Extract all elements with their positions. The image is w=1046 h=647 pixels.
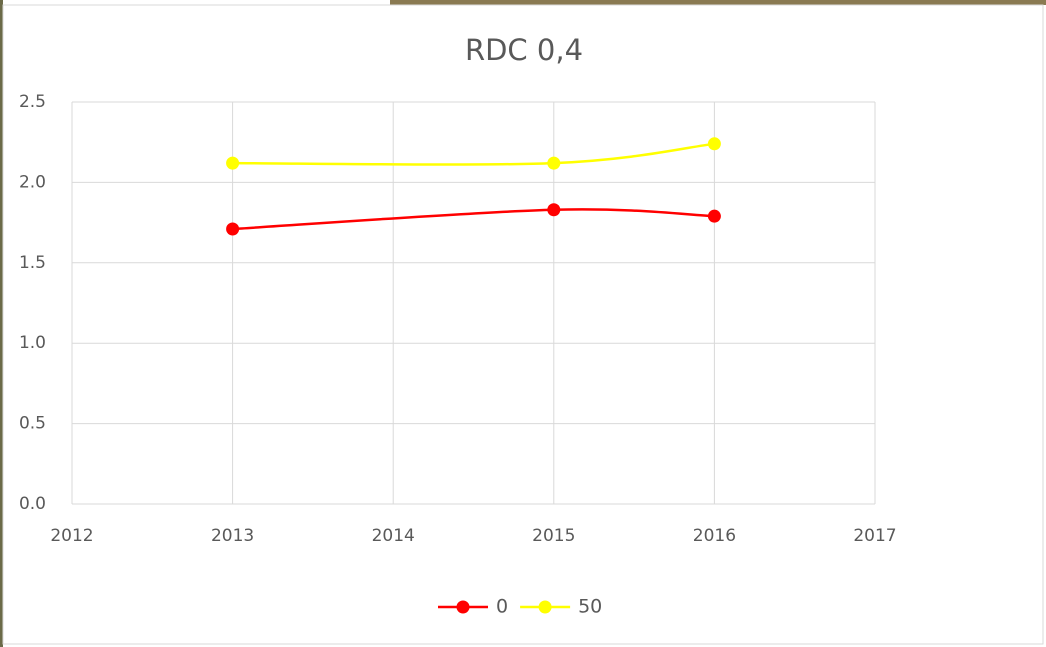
y-tick-label: 1.5 [19,253,46,273]
chart-area [3,5,1043,644]
chart-title: RDC 0,4 [465,33,583,67]
y-tick-label: 1.0 [19,333,46,353]
data-point [708,137,721,150]
x-tick-label: 2015 [532,526,575,546]
y-tick-label: 2.0 [19,172,46,192]
y-tick-label: 2.5 [19,92,46,112]
data-point [547,157,560,170]
legend-label: 0 [496,596,508,618]
x-tick-label: 2016 [693,526,736,546]
x-tick-label: 2013 [211,526,254,546]
x-tick-label: 2012 [50,526,93,546]
data-point [226,223,239,236]
legend-marker [539,601,552,614]
data-point [708,210,721,223]
y-tick-label: 0.5 [19,414,46,434]
x-tick-label: 2017 [853,526,896,546]
chart: RDC 0,4 0.0 0.5 1.0 1.5 2.0 2.5 2012 2013 2014 20… [0,0,1046,647]
data-point [547,203,560,216]
legend-label: 50 [578,596,602,618]
background-photo-edge [390,0,1046,5]
data-point [226,157,239,170]
page: {"chart_data": {"type": "line", "title":… [0,0,1046,647]
legend-marker [457,601,470,614]
y-tick-label: 0.0 [19,494,46,514]
x-tick-label: 2014 [372,526,415,546]
